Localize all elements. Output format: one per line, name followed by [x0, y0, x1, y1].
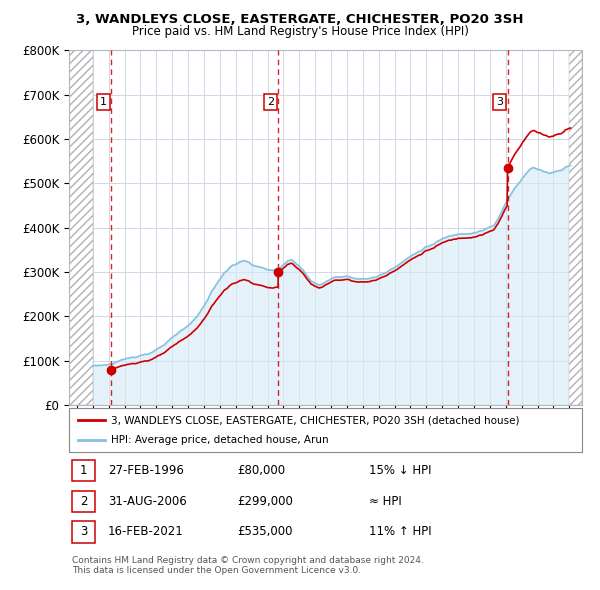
Text: 16-FEB-2021: 16-FEB-2021 — [108, 526, 184, 539]
Text: 27-FEB-1996: 27-FEB-1996 — [108, 464, 184, 477]
Text: This data is licensed under the Open Government Licence v3.0.: This data is licensed under the Open Gov… — [72, 566, 361, 575]
Text: £80,000: £80,000 — [237, 464, 285, 477]
Text: ≈ HPI: ≈ HPI — [369, 495, 402, 508]
Text: Contains HM Land Registry data © Crown copyright and database right 2024.: Contains HM Land Registry data © Crown c… — [72, 556, 424, 565]
Text: 3, WANDLEYS CLOSE, EASTERGATE, CHICHESTER, PO20 3SH (detached house): 3, WANDLEYS CLOSE, EASTERGATE, CHICHESTE… — [111, 415, 520, 425]
Text: 3: 3 — [496, 97, 503, 107]
Text: Price paid vs. HM Land Registry's House Price Index (HPI): Price paid vs. HM Land Registry's House … — [131, 25, 469, 38]
Text: 2: 2 — [266, 97, 274, 107]
Text: HPI: Average price, detached house, Arun: HPI: Average price, detached house, Arun — [111, 435, 329, 445]
Text: 11% ↑ HPI: 11% ↑ HPI — [369, 526, 431, 539]
Text: 1: 1 — [100, 97, 107, 107]
Text: £535,000: £535,000 — [237, 526, 293, 539]
Text: 15% ↓ HPI: 15% ↓ HPI — [369, 464, 431, 477]
Text: 31-AUG-2006: 31-AUG-2006 — [108, 495, 187, 508]
Text: 2: 2 — [80, 495, 87, 508]
Text: 3: 3 — [80, 526, 87, 539]
Text: £299,000: £299,000 — [237, 495, 293, 508]
Text: 3, WANDLEYS CLOSE, EASTERGATE, CHICHESTER, PO20 3SH: 3, WANDLEYS CLOSE, EASTERGATE, CHICHESTE… — [76, 13, 524, 26]
Text: 1: 1 — [80, 464, 87, 477]
